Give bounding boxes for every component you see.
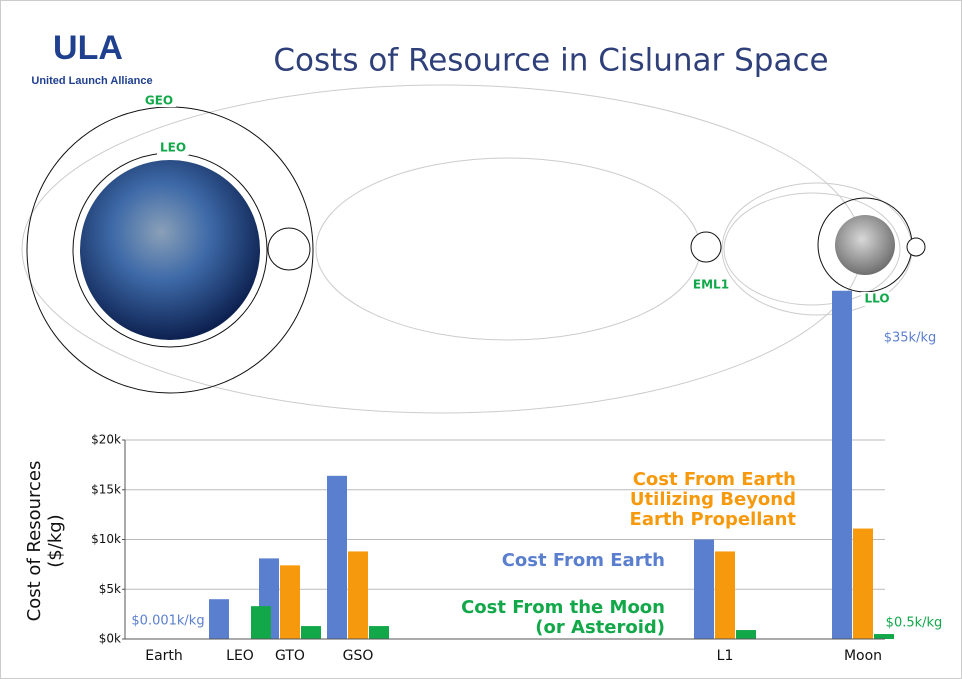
value-label: $35k/kg bbox=[884, 331, 937, 346]
bar bbox=[694, 539, 714, 639]
value-label: $0.001k/kg bbox=[131, 614, 204, 629]
y-tick-label: $15k bbox=[91, 482, 121, 496]
y-tick-label: $10k bbox=[91, 532, 121, 546]
y-axis-label: Cost of Resources ($/kg) bbox=[24, 460, 66, 622]
orbits bbox=[21, 84, 926, 414]
bar bbox=[715, 551, 735, 639]
value-label: $0.5k/kg bbox=[886, 616, 943, 631]
bar bbox=[853, 528, 873, 639]
orbit-label: EML1 bbox=[693, 278, 729, 292]
bar bbox=[348, 551, 368, 639]
bar bbox=[736, 630, 756, 639]
bar bbox=[301, 626, 321, 639]
legend-entry: Cost From the Moon (or Asteroid) bbox=[461, 597, 665, 638]
y-tick-label: $5k bbox=[99, 582, 121, 596]
y-tick-label: $20k bbox=[91, 433, 121, 447]
orbit-label: LEO bbox=[160, 141, 186, 155]
x-tick-label: GTO bbox=[275, 648, 305, 664]
orbit bbox=[723, 192, 901, 306]
x-tick-label: LEO bbox=[226, 648, 254, 664]
orbit-label: LLO bbox=[864, 292, 889, 306]
logo: ULA bbox=[53, 29, 123, 67]
label-bg bbox=[157, 141, 189, 155]
moon bbox=[835, 215, 895, 275]
bar bbox=[874, 634, 894, 639]
legend-entry: Cost From Earth Utilizing Beyond Earth P… bbox=[629, 469, 796, 530]
node bbox=[690, 231, 722, 263]
bar bbox=[209, 599, 229, 639]
bar bbox=[327, 475, 347, 639]
legend-entry: Cost From Earth bbox=[501, 550, 665, 571]
bar bbox=[280, 565, 300, 639]
y-tick-label: $0k bbox=[99, 632, 121, 646]
chart-title: Costs of Resource in Cislunar Space bbox=[273, 43, 828, 79]
earth bbox=[80, 160, 260, 340]
x-tick-label: L1 bbox=[717, 648, 734, 664]
orbit bbox=[315, 157, 701, 341]
node bbox=[906, 237, 926, 257]
node bbox=[267, 227, 311, 271]
orbit-label: GEO bbox=[145, 94, 173, 108]
x-tick-label: Earth bbox=[145, 648, 183, 664]
label-bg bbox=[142, 93, 176, 107]
bar bbox=[832, 290, 852, 639]
bar bbox=[251, 606, 271, 639]
label-bg bbox=[861, 292, 893, 306]
bar bbox=[369, 626, 389, 639]
x-tick-label: GSO bbox=[343, 648, 374, 664]
logo-subtitle: United Launch Alliance bbox=[31, 75, 152, 87]
x-tick-label: Moon bbox=[844, 648, 882, 664]
